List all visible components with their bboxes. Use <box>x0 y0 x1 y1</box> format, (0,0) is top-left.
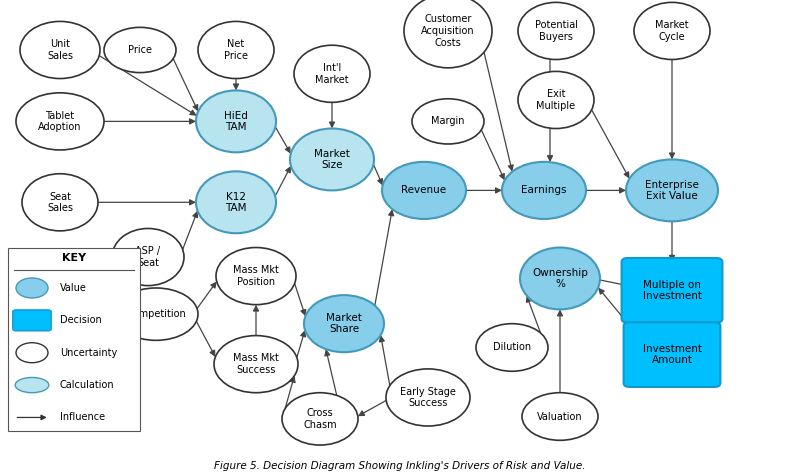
Text: Figure 5. Decision Diagram Showing Inkling's Drivers of Risk and Value.: Figure 5. Decision Diagram Showing Inkli… <box>214 460 586 471</box>
Text: Decision: Decision <box>60 315 102 326</box>
Text: Unit
Sales: Unit Sales <box>47 39 73 61</box>
Ellipse shape <box>214 336 298 393</box>
Text: Potential
Buyers: Potential Buyers <box>534 20 578 42</box>
Text: Seat
Sales: Seat Sales <box>47 191 73 213</box>
Text: Tablet
Adoption: Tablet Adoption <box>38 110 82 132</box>
Ellipse shape <box>522 393 598 440</box>
Text: Margin: Margin <box>431 116 465 127</box>
Ellipse shape <box>518 2 594 60</box>
Ellipse shape <box>520 248 600 309</box>
Text: Market
Share: Market Share <box>326 313 362 335</box>
Ellipse shape <box>382 162 466 219</box>
Text: Enterprise
Exit Value: Enterprise Exit Value <box>645 179 699 201</box>
Ellipse shape <box>634 2 710 60</box>
Ellipse shape <box>290 129 374 190</box>
Ellipse shape <box>22 174 98 231</box>
Text: Customer
Acquisition
Costs: Customer Acquisition Costs <box>421 14 475 48</box>
Text: Price: Price <box>128 45 152 55</box>
Ellipse shape <box>518 71 594 129</box>
Ellipse shape <box>216 248 296 305</box>
Text: Ownership
%: Ownership % <box>532 268 588 289</box>
Ellipse shape <box>304 295 384 352</box>
Text: Revenue: Revenue <box>402 185 446 196</box>
Ellipse shape <box>282 393 358 445</box>
Ellipse shape <box>114 288 198 340</box>
Text: Mass Mkt
Position: Mass Mkt Position <box>233 265 279 287</box>
Ellipse shape <box>294 45 370 102</box>
Ellipse shape <box>198 21 274 79</box>
Text: Multiple on
Investment: Multiple on Investment <box>642 279 702 301</box>
Text: Influence: Influence <box>60 412 105 423</box>
Ellipse shape <box>626 159 718 221</box>
Text: K12
TAM: K12 TAM <box>226 191 246 213</box>
Text: Calculation: Calculation <box>60 380 114 390</box>
Text: Net
Price: Net Price <box>224 39 248 61</box>
Text: Investment
Amount: Investment Amount <box>642 344 702 366</box>
FancyBboxPatch shape <box>13 310 51 331</box>
Ellipse shape <box>502 162 586 219</box>
Text: Mass Mkt
Success: Mass Mkt Success <box>233 353 279 375</box>
Ellipse shape <box>412 99 484 144</box>
Text: Valuation: Valuation <box>537 411 583 422</box>
Ellipse shape <box>16 343 48 363</box>
Text: HiEd
TAM: HiEd TAM <box>224 110 248 132</box>
Ellipse shape <box>196 90 276 152</box>
Text: Competition: Competition <box>126 309 186 319</box>
Ellipse shape <box>16 278 48 298</box>
Ellipse shape <box>104 27 176 73</box>
Ellipse shape <box>386 369 470 426</box>
Text: ASP /
Seat: ASP / Seat <box>135 246 161 268</box>
Text: KEY: KEY <box>62 253 86 263</box>
Text: Dilution: Dilution <box>493 342 531 353</box>
Ellipse shape <box>15 377 49 393</box>
Text: Value: Value <box>60 283 87 293</box>
Text: Exit
Multiple: Exit Multiple <box>537 89 575 111</box>
Text: Market
Size: Market Size <box>314 149 350 170</box>
Text: Early Stage
Success: Early Stage Success <box>400 387 456 408</box>
Ellipse shape <box>404 0 492 68</box>
Ellipse shape <box>16 93 104 150</box>
Ellipse shape <box>20 21 100 79</box>
FancyBboxPatch shape <box>624 322 720 387</box>
Ellipse shape <box>196 171 276 233</box>
Text: Cross
Chasm: Cross Chasm <box>303 408 337 430</box>
Text: Earnings: Earnings <box>522 185 566 196</box>
Text: Uncertainty: Uncertainty <box>60 347 118 358</box>
Ellipse shape <box>112 228 184 286</box>
Text: Int'l
Market: Int'l Market <box>315 63 349 85</box>
Text: Market
Cycle: Market Cycle <box>655 20 689 42</box>
FancyBboxPatch shape <box>622 258 722 323</box>
Ellipse shape <box>476 324 548 371</box>
FancyBboxPatch shape <box>8 248 140 431</box>
